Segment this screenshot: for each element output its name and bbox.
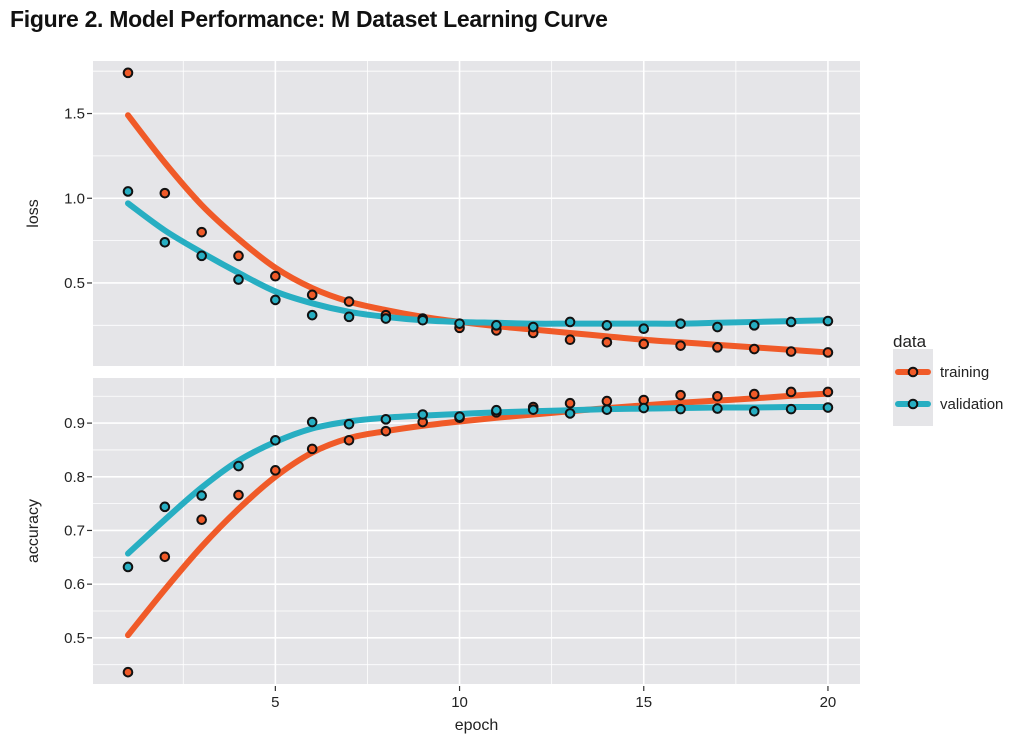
loss-training-point	[822, 347, 834, 358]
accuracy-ytick-label: 0.6	[64, 576, 85, 593]
loss-validation-point	[822, 315, 834, 327]
accuracy-training-fit-line	[125, 390, 831, 639]
loss-validation-point	[343, 311, 355, 323]
loss-validation-point	[675, 318, 686, 329]
loss-validation-point	[270, 294, 281, 306]
legend: data training validation	[893, 332, 1003, 426]
accuracy-training-point	[122, 666, 134, 678]
accuracy-ytick-label: 0.5	[64, 630, 85, 647]
accuracy-validation-point	[122, 561, 134, 573]
panel-loss: 0.5 1.0 1.5 loss	[25, 61, 860, 366]
accuracy-validation-point	[380, 414, 392, 425]
accuracy-validation-point	[712, 403, 723, 414]
loss-validation-point	[380, 313, 392, 324]
loss-training-point	[785, 346, 797, 357]
legend-training-label: training	[940, 364, 989, 381]
accuracy-validation-point	[306, 416, 318, 428]
loss-panel-background	[93, 61, 860, 366]
accuracy-validation-point	[785, 403, 797, 415]
x-tick-label: 15	[635, 694, 652, 711]
legend-key-background	[893, 349, 933, 426]
x-tick-label: 5	[271, 694, 279, 711]
accuracy-training-point	[343, 434, 355, 446]
loss-validation-point	[233, 274, 244, 285]
legend-training-swatch-point	[907, 366, 919, 378]
figure-title: Figure 2. Model Performance: M Dataset L…	[10, 6, 608, 32]
loss-training-point	[159, 187, 171, 199]
loss-training-point	[122, 67, 134, 79]
panel-accuracy: 0.5 0.6 0.7 0.8 0.9 accuracy	[25, 378, 860, 684]
accuracy-training-point	[380, 425, 392, 437]
accuracy-training-point	[748, 388, 760, 400]
accuracy-validation-point	[196, 490, 207, 501]
loss-validation-point	[564, 316, 576, 328]
x-tick-label: 20	[820, 694, 837, 711]
accuracy-training-point	[675, 389, 686, 401]
accuracy-training-point	[601, 395, 613, 407]
accuracy-training-point	[159, 551, 171, 563]
loss-validation-point	[454, 318, 465, 329]
loss-axis-title: loss	[25, 199, 42, 227]
accuracy-training-point	[270, 465, 281, 476]
x-axis-title: epoch	[455, 717, 499, 734]
legend-title: data	[893, 332, 927, 351]
accuracy-validation-point	[233, 460, 244, 472]
loss-validation-point	[159, 237, 171, 248]
accuracy-training-point	[712, 390, 723, 402]
accuracy-ytick-label: 0.8	[64, 469, 85, 486]
accuracy-validation-point	[270, 434, 281, 446]
loss-training-point	[638, 338, 650, 350]
loss-validation-point	[196, 250, 207, 262]
accuracy-validation-point	[675, 403, 686, 415]
loss-training-point	[343, 296, 355, 307]
loss-training-point	[196, 226, 207, 238]
x-tick-label: 10	[451, 694, 468, 711]
loss-validation-point	[748, 320, 760, 331]
accuracy-validation-point	[454, 411, 465, 422]
accuracy-training-point	[233, 489, 244, 501]
loss-ytick-label: 0.5	[64, 275, 85, 292]
legend-validation-swatch-point	[907, 398, 919, 410]
accuracy-training-point	[822, 386, 834, 398]
loss-validation-point	[601, 320, 613, 331]
loss-validation-point	[491, 320, 502, 331]
loss-training-point	[564, 334, 576, 346]
loss-validation-point	[306, 309, 318, 321]
loss-validation-point	[712, 321, 723, 333]
loss-validation-point	[122, 186, 134, 197]
accuracy-validation-point	[159, 501, 171, 513]
loss-training-point	[748, 343, 760, 355]
accuracy-axis-title: accuracy	[25, 499, 42, 563]
loss-training-point	[306, 289, 318, 301]
accuracy-validation-point	[491, 404, 502, 416]
accuracy-validation-point	[564, 408, 576, 419]
loss-validation-point	[527, 321, 539, 333]
accuracy-training-point	[564, 397, 576, 409]
loss-training-point	[233, 250, 244, 262]
legend-validation-label: validation	[940, 396, 1003, 413]
loss-training-point	[712, 342, 723, 353]
loss-training-point	[270, 270, 281, 282]
loss-training-point	[601, 336, 613, 348]
loss-ytick-label: 1.0	[64, 190, 85, 207]
accuracy-training-point	[306, 443, 318, 455]
loss-validation-point	[785, 316, 797, 328]
accuracy-validation-point	[601, 404, 613, 415]
accuracy-ytick-label: 0.9	[64, 415, 85, 432]
loss-ytick-label: 1.5	[64, 106, 85, 123]
accuracy-validation-point	[527, 404, 539, 415]
accuracy-training-point	[196, 514, 207, 526]
loss-validation-point	[417, 314, 429, 326]
accuracy-validation-point	[822, 402, 834, 413]
accuracy-ytick-label: 0.7	[64, 522, 85, 539]
accuracy-validation-point	[417, 409, 429, 420]
loss-validation-point	[638, 323, 650, 335]
accuracy-validation-point	[748, 405, 760, 417]
accuracy-training-point	[785, 386, 797, 398]
accuracy-validation-point	[343, 418, 355, 430]
accuracy-validation-point	[638, 402, 650, 414]
loss-training-point	[675, 340, 686, 351]
